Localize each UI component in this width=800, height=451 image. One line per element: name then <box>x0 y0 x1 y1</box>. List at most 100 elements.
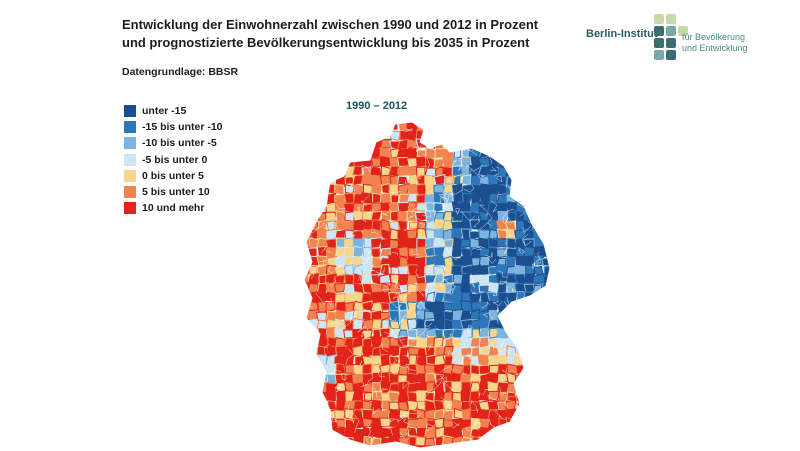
district-area <box>316 237 328 248</box>
district-area <box>352 165 363 177</box>
district-border <box>481 301 490 309</box>
district-area <box>523 157 537 169</box>
district-border <box>455 207 460 216</box>
district-border <box>329 277 337 287</box>
district-border <box>486 127 494 134</box>
legend-swatch-1 <box>124 121 136 134</box>
district-area <box>523 138 536 151</box>
district-area <box>552 356 560 367</box>
district-area <box>336 399 346 411</box>
district-area <box>315 122 328 132</box>
district-area <box>398 426 409 438</box>
district-area <box>532 355 545 367</box>
district-area <box>478 284 490 294</box>
district-border <box>473 215 481 228</box>
district-area <box>352 122 364 133</box>
district-border <box>415 409 422 419</box>
district-border <box>532 259 541 267</box>
district-area <box>514 138 527 151</box>
legend-label: -10 bis unter -5 <box>142 137 217 150</box>
district-area <box>397 175 410 185</box>
district-area <box>304 391 309 403</box>
district-border <box>341 373 348 380</box>
district-border <box>488 418 497 429</box>
district-area <box>442 183 455 194</box>
district-border <box>408 412 419 415</box>
district-border <box>390 277 404 290</box>
district-area <box>469 131 482 142</box>
district-area <box>406 399 420 411</box>
district-area <box>516 336 526 349</box>
district-border <box>361 164 371 173</box>
district-area <box>453 407 464 420</box>
district-area <box>487 318 501 329</box>
district-area <box>551 438 560 447</box>
district-area <box>551 346 560 357</box>
district-border <box>473 421 481 427</box>
district-area <box>488 228 499 240</box>
district-border <box>560 267 561 274</box>
district-border <box>540 338 548 348</box>
district-area <box>532 139 545 151</box>
district-area <box>316 138 328 151</box>
district-border <box>400 427 412 439</box>
district-area <box>541 380 550 393</box>
district-area <box>523 319 536 331</box>
legend-swatch-6 <box>124 202 136 215</box>
district-area <box>308 408 319 421</box>
district-border <box>471 400 479 414</box>
district-area <box>362 373 373 384</box>
district-area <box>344 211 356 222</box>
district-area <box>514 319 526 330</box>
district-border <box>382 317 397 322</box>
district-area <box>487 300 499 311</box>
district-border <box>486 395 492 399</box>
district-area <box>434 301 446 314</box>
district-border <box>354 414 360 433</box>
district-area <box>523 246 536 259</box>
district-area <box>308 129 320 143</box>
district-area <box>552 274 560 285</box>
district-border <box>323 344 330 355</box>
district-area <box>379 156 391 167</box>
district-border <box>513 352 522 365</box>
district-area <box>532 201 545 213</box>
district-area <box>541 139 550 151</box>
district-area <box>551 141 560 150</box>
district-border <box>447 345 457 357</box>
district-area <box>397 164 409 176</box>
district-area <box>361 273 372 286</box>
district-area <box>542 282 550 295</box>
district-area <box>441 410 455 421</box>
district-border <box>360 377 374 388</box>
district-area <box>406 122 419 133</box>
district-area <box>541 228 550 241</box>
district-border <box>522 225 532 234</box>
district-area <box>461 220 473 231</box>
district-area <box>523 381 534 393</box>
district-area <box>362 363 372 375</box>
district-border <box>305 369 310 381</box>
district-border <box>335 217 340 231</box>
district-area <box>325 436 338 447</box>
district-area <box>379 122 391 133</box>
legend-item: -15 bis unter -10 <box>124 119 223 135</box>
district-area <box>515 209 525 222</box>
district-area <box>307 138 319 150</box>
district-area <box>523 311 535 322</box>
district-area <box>361 219 373 231</box>
district-area <box>304 192 311 205</box>
district-area <box>304 174 311 187</box>
district-area <box>552 211 560 222</box>
district-area <box>344 363 357 374</box>
legend-label: 5 bis unter 10 <box>142 186 210 199</box>
district-area <box>343 122 356 133</box>
legend-label: -15 bis unter -10 <box>142 121 223 134</box>
district-border <box>440 278 449 287</box>
district-area <box>513 147 525 160</box>
district-border <box>553 270 558 275</box>
district-area <box>307 354 318 368</box>
district-border <box>444 205 451 212</box>
district-area <box>442 444 454 448</box>
district-border <box>304 428 308 440</box>
